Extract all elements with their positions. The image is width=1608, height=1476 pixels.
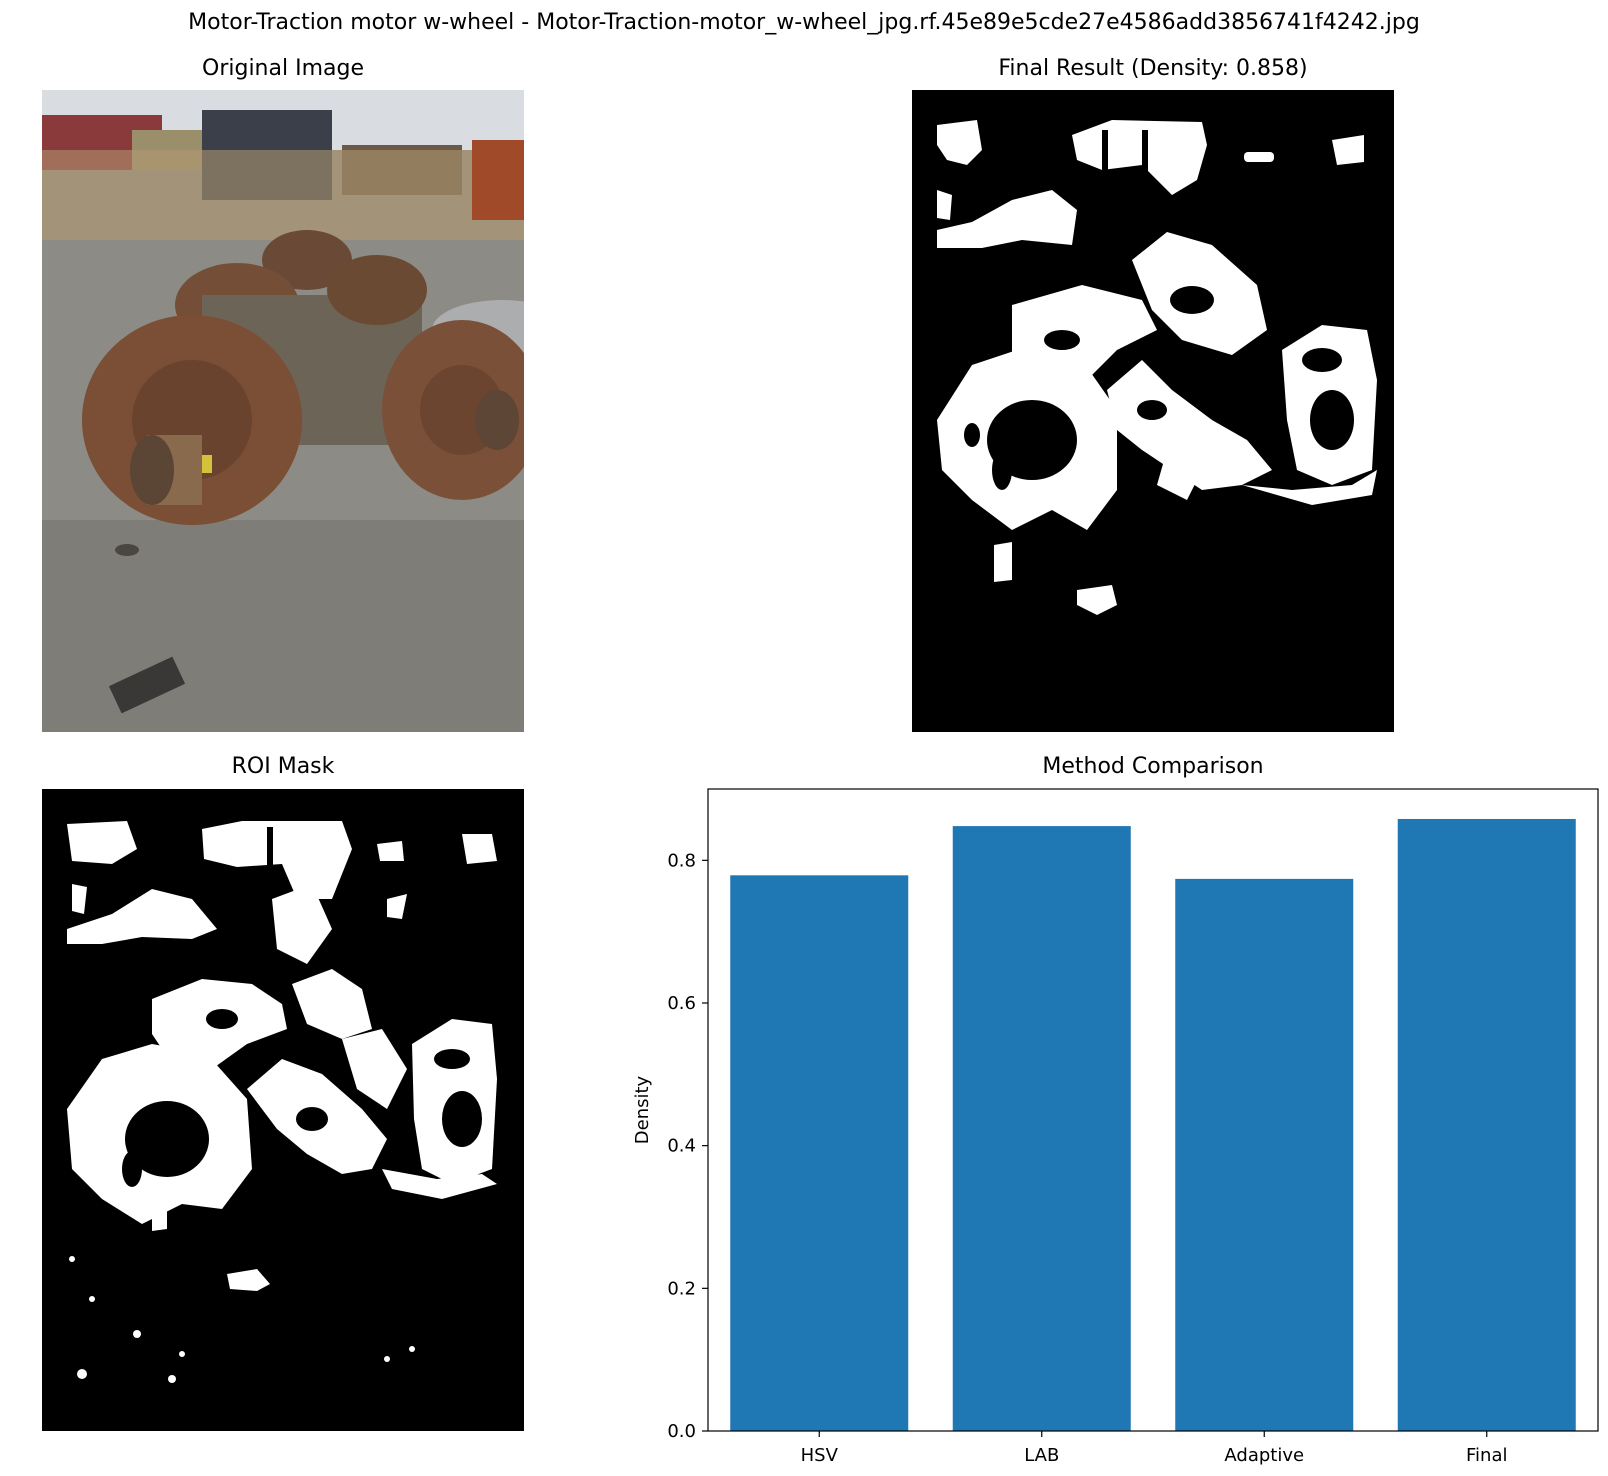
final-result-mask-image [912, 90, 1394, 732]
comparison-chart-title: Method Comparison [1042, 754, 1264, 779]
figure-suptitle: Motor-Traction motor w-wheel - Motor-Tra… [188, 10, 1420, 35]
y-tick-label: 0.0 [667, 1421, 696, 1442]
y-axis-label: Density [632, 1075, 653, 1144]
bar-final [1397, 818, 1576, 1431]
y-tick-label: 0.8 [667, 850, 696, 871]
final-result-title: Final Result (Density: 0.858) [998, 56, 1308, 81]
x-tick-label: Adaptive [1224, 1445, 1304, 1466]
y-tick-label: 0.2 [667, 1278, 696, 1299]
roi-mask-image [42, 789, 524, 1431]
original-image-title: Original Image [202, 56, 364, 81]
y-tick-label: 0.6 [667, 993, 696, 1014]
final-result-mask [912, 90, 1394, 732]
y-tick-label: 0.4 [667, 1136, 696, 1157]
plot-frame [707, 788, 1599, 1432]
bar-hsv [730, 875, 909, 1431]
x-tick-label: Final [1466, 1445, 1507, 1466]
bar-adaptive [1175, 878, 1354, 1431]
original-image [42, 90, 524, 732]
roi-mask-title: ROI Mask [231, 754, 335, 779]
original-image-illustration [42, 90, 524, 732]
x-tick-label: HSV [801, 1445, 839, 1466]
bar-lab [952, 826, 1131, 1431]
x-tick-label: LAB [1024, 1445, 1059, 1466]
roi-mask [42, 789, 524, 1431]
